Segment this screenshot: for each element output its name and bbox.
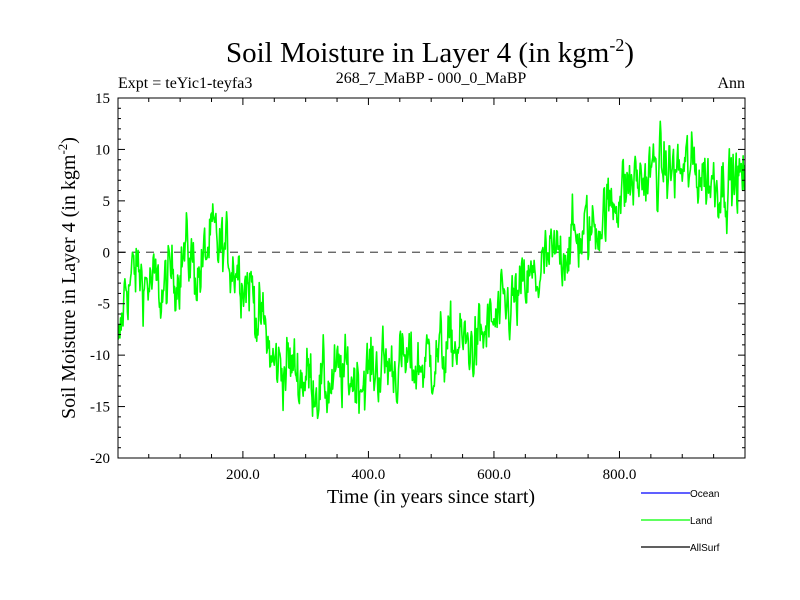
x-axis: 200.0 400.0 600.0 800.0 (148, 98, 715, 483)
y-tick-label: -10 (90, 348, 110, 364)
plot-frame (117, 97, 746, 459)
y-tick-label: 15 (95, 91, 110, 107)
experiment-label: Expt = teYic1-teyfa3 (118, 75, 252, 92)
x-tick-label: 200.0 (226, 467, 260, 483)
y-axis-label: Soil Moisture in Layer 4 (in kgm-2) (55, 137, 80, 419)
x-axis-label: Time (in years since start) (327, 486, 535, 508)
legend-label-allsurf: AllSurf (690, 543, 720, 554)
y-tick-label: -20 (90, 451, 110, 467)
series-line-land (118, 120, 745, 420)
season-label: Ann (717, 75, 745, 92)
legend-label-land: Land (690, 516, 712, 527)
x-tick-label: 600.0 (477, 467, 511, 483)
y-tick-label: 0 (103, 245, 111, 261)
legend-label-ocean: Ocean (690, 489, 719, 500)
chart-title: Soil Moisture in Layer 4 (in kgm-2) (226, 35, 634, 69)
legend: Ocean Land AllSurf (641, 489, 720, 554)
y-tick-label: -15 (90, 400, 110, 416)
x-tick-label: 400.0 (352, 467, 386, 483)
x-tick-label: 800.0 (603, 467, 637, 483)
period-label: 268_7_MaBP - 000_0_MaBP (336, 70, 527, 87)
y-tick-label: -5 (98, 297, 111, 313)
y-tick-label: 5 (103, 194, 111, 210)
y-axis: 15 10 5 0 -5 -10 -15 -20 (90, 91, 745, 467)
y-tick-label: 10 (95, 142, 110, 158)
